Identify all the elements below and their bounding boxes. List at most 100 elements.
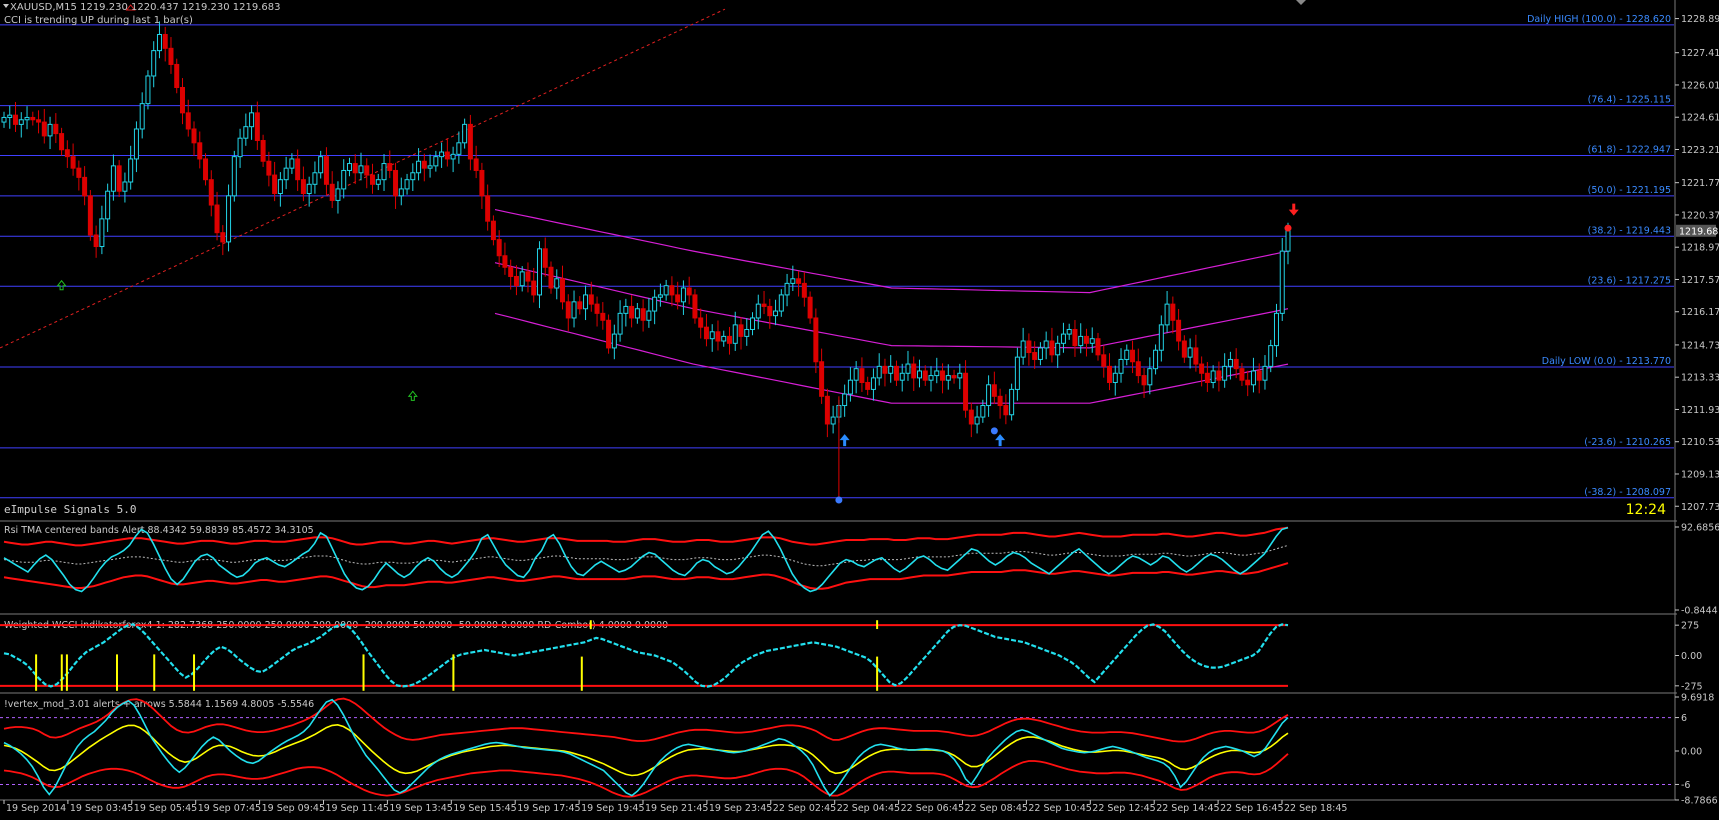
- vertex-panel-title: !vertex_mod_3.01 alerts + arrows 5.5844 …: [4, 699, 314, 710]
- candle-body: [70, 156, 76, 169]
- candle-body: [928, 375, 934, 381]
- trendline: [0, 8, 726, 349]
- time-tick-label: 22 Sep 02:45: [773, 803, 836, 814]
- candle-body: [968, 409, 974, 425]
- candle-body: [508, 266, 514, 277]
- candle-body: [13, 114, 19, 125]
- candle-body: [1153, 349, 1159, 370]
- candle-body: [1273, 312, 1279, 347]
- candle-body: [698, 317, 704, 328]
- candle-body: [945, 375, 951, 381]
- candle-body: [398, 188, 404, 197]
- candle-body: [1066, 328, 1072, 335]
- candle-body: [1130, 349, 1136, 363]
- wcci-panel[interactable]: Weighted WCCI indikatorforex4 1: 282.736…: [0, 620, 1703, 692]
- signal-dot-icon: [1284, 224, 1292, 232]
- candle-body: [421, 160, 427, 169]
- candle-body: [1176, 319, 1182, 342]
- candle-body: [82, 176, 88, 197]
- rsi-tma-panel[interactable]: Rsi TMA centered bands Alert 88.4342 59.…: [3, 523, 1719, 617]
- candle-body: [237, 137, 243, 158]
- chevron-down-icon[interactable]: [3, 4, 9, 8]
- candle-body: [7, 114, 13, 118]
- candle-body: [352, 163, 358, 174]
- candle-body: [393, 169, 399, 197]
- candle-body: [1003, 405, 1009, 416]
- price-tick-label: 1210.530: [1681, 437, 1719, 448]
- candle-body: [1135, 361, 1141, 377]
- candlestick-series: [1, 21, 1291, 501]
- candle-body: [254, 112, 260, 142]
- candle-body: [663, 285, 669, 296]
- level-label: (61.8) - 1222.947: [1588, 145, 1671, 156]
- candle-body: [116, 165, 122, 192]
- candle-body: [1107, 365, 1113, 383]
- candle-body: [1227, 358, 1233, 367]
- candle-body: [444, 151, 450, 160]
- candle-body: [496, 239, 502, 257]
- candle-body: [59, 133, 65, 151]
- channel-lower-line: [494, 312, 1289, 404]
- candle-body: [974, 416, 980, 425]
- candle-body: [467, 123, 473, 160]
- candle-body: [335, 188, 341, 201]
- vertex-panel[interactable]: !vertex_mod_3.01 alerts + arrows 5.5844 …: [0, 692, 1718, 806]
- candle-body: [439, 151, 445, 158]
- candle-body: [680, 287, 686, 303]
- price-tick-label: 1217.570: [1681, 275, 1719, 286]
- candle-body: [940, 370, 946, 381]
- main-price-panel[interactable]: Daily HIGH (100.0) - 1228.620 (76.4) - 12…: [0, 0, 1677, 801]
- candle-body: [686, 287, 692, 296]
- candle-body: [24, 116, 30, 121]
- candle-body: [191, 128, 197, 144]
- candle-body: [1112, 372, 1118, 383]
- candle-body: [588, 294, 594, 305]
- candle-body: [110, 165, 116, 192]
- candle-body: [410, 172, 416, 181]
- candle-body: [721, 335, 727, 342]
- panel-tick-label: 6: [1681, 713, 1687, 724]
- candle-body: [1078, 335, 1084, 347]
- time-tick-label: 22 Sep 14:45: [1156, 803, 1219, 814]
- candle-body: [260, 140, 266, 162]
- scroll-marker-icon[interactable]: [1296, 0, 1306, 5]
- price-tick-label: 1223.210: [1681, 145, 1719, 156]
- arrow-up-icon: [995, 434, 1006, 447]
- candle-body: [1049, 340, 1055, 356]
- candle-body: [525, 271, 531, 282]
- candle-body: [404, 179, 410, 190]
- price-tick-label: 1221.770: [1681, 178, 1719, 189]
- candle-body: [761, 303, 767, 307]
- candle-body: [128, 158, 134, 183]
- candle-body: [888, 365, 894, 374]
- signal-markers: [56, 4, 1299, 504]
- time-tick-label: 19 Sep 05:45: [134, 803, 197, 814]
- candle-body: [859, 368, 865, 383]
- current-price-label: 1219.683: [1679, 226, 1719, 237]
- candle-body: [629, 305, 635, 319]
- time-tick-label: 22 Sep 04:45: [837, 803, 900, 814]
- candle-body: [571, 301, 577, 319]
- level-label: (50.0) - 1221.195: [1588, 185, 1671, 196]
- candle-body: [36, 119, 42, 123]
- candle-body: [1204, 372, 1210, 383]
- candle-body: [1216, 370, 1222, 381]
- candle-body: [473, 158, 479, 171]
- candle-body: [220, 232, 226, 243]
- price-tick-label: 1224.610: [1681, 113, 1719, 124]
- candle-body: [416, 160, 422, 174]
- candle-body: [893, 365, 899, 381]
- candle-body: [1141, 375, 1147, 386]
- candle-body: [876, 365, 882, 379]
- candle-body: [801, 282, 807, 298]
- candle-body: [565, 301, 571, 319]
- time-tick-label: 19 Sep 11:45: [326, 803, 389, 814]
- candle-body: [911, 363, 917, 379]
- current-price-box: [1676, 224, 1716, 237]
- candle-body: [824, 395, 830, 425]
- candle-body: [1043, 340, 1049, 349]
- candle-body: [479, 169, 485, 197]
- candle-body: [151, 50, 157, 77]
